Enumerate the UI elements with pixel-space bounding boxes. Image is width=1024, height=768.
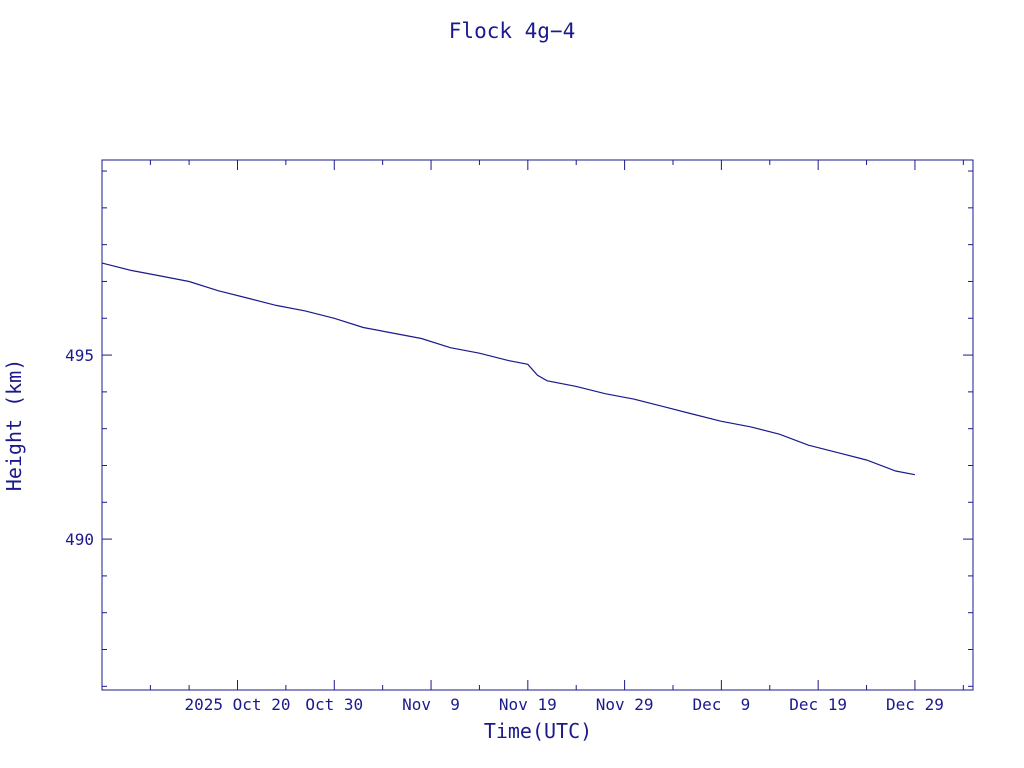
height-series-line [101,262,916,476]
series-layer [101,262,916,476]
plot-frame [101,159,974,691]
x-tick-label: Nov 19 [499,695,557,714]
tick-marks [102,160,973,690]
y-axis-title: Height (km) [2,359,26,491]
x-tick-label: Dec 29 [886,695,944,714]
chart-title: Flock 4g−4 [449,19,575,43]
x-tick-label: Dec 9 [692,695,750,714]
y-tick-label: 495 [65,346,94,365]
x-tick-label: 2025 Oct 20 [185,695,291,714]
y-tick-label: 490 [65,530,94,549]
tick-labels: 495 490 2025 Oct 20 Oct 30 Nov 9 Nov 19 Nov 29… [65,346,944,714]
x-tick-label: Dec 19 [789,695,847,714]
x-tick-label: Nov 29 [596,695,654,714]
x-tick-label: Oct 30 [305,695,363,714]
x-axis-title: Time(UTC) [484,719,592,743]
x-tick-label: Nov 9 [402,695,460,714]
